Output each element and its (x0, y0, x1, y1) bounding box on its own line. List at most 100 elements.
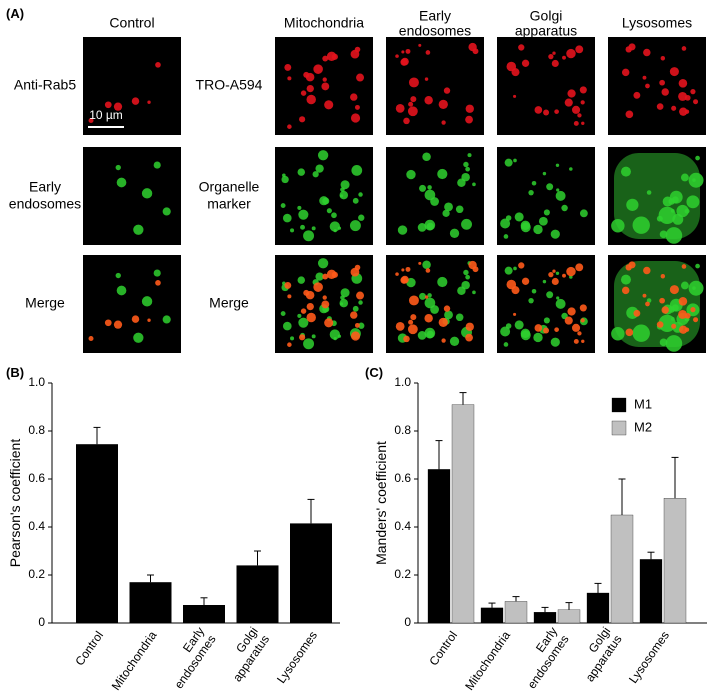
green-signal (298, 317, 309, 328)
red-signal (284, 63, 292, 71)
green-signal (133, 332, 144, 343)
green-signal (659, 338, 668, 347)
green-signal (611, 219, 625, 233)
red-signal (513, 94, 517, 98)
red-signal (408, 319, 414, 325)
micrograph (83, 147, 181, 245)
red-signal (299, 334, 306, 341)
bar (610, 514, 634, 624)
red-signal (410, 314, 417, 321)
green-signal (543, 209, 550, 216)
red-signal (395, 272, 399, 276)
bar (557, 609, 581, 624)
green-signal (417, 331, 427, 340)
red-signal (581, 339, 585, 343)
green-signal (500, 218, 511, 229)
green-signal (340, 288, 350, 298)
bar (236, 565, 279, 623)
red-signal (441, 120, 446, 125)
green-signal (339, 194, 344, 198)
red-signal (443, 305, 451, 312)
micrograph (497, 147, 595, 245)
red-signal (548, 271, 554, 278)
y-tick-label: 0.6 (394, 471, 411, 485)
y-tick-label: 1.0 (394, 375, 411, 389)
red-signal (350, 311, 358, 319)
red-signal (621, 68, 630, 77)
green-signal (437, 276, 448, 288)
red-signal (424, 77, 429, 81)
red-signal (633, 91, 641, 99)
green-signal (352, 197, 359, 204)
error-bar (147, 574, 154, 583)
red-signal (441, 338, 446, 343)
red-signal (287, 342, 292, 347)
green-signal (133, 224, 144, 235)
green-signal (550, 337, 560, 347)
micrograph (497, 37, 595, 135)
red-signal (554, 327, 559, 332)
red-signal (645, 83, 650, 89)
bar (533, 612, 557, 624)
row-label: Early endosomes (9, 178, 81, 211)
red-signal (324, 318, 334, 328)
green-signal (349, 220, 361, 232)
red-signal (564, 98, 573, 107)
bar (639, 559, 663, 624)
red-signal (506, 61, 517, 72)
green-signal (531, 288, 537, 294)
green-signal (670, 317, 675, 321)
y-axis-label: Pearson's coefficient (7, 439, 23, 568)
red-signal (88, 335, 94, 342)
green-signal (513, 266, 517, 271)
bar (76, 444, 118, 623)
red-signal (661, 88, 669, 96)
green-signal (427, 185, 432, 190)
red-signal (465, 104, 474, 113)
error-bar (594, 582, 602, 593)
red-signal (564, 316, 573, 325)
red-signal (551, 59, 559, 67)
green-signal (417, 223, 427, 232)
red-signal (306, 312, 316, 323)
red-signal (679, 107, 688, 116)
red-signal (131, 97, 140, 105)
green-signal (531, 180, 537, 186)
red-signal (403, 117, 410, 125)
green-signal (503, 342, 509, 347)
red-signal (438, 99, 448, 110)
green-signal (281, 175, 289, 184)
red-signal (581, 121, 585, 125)
green-signal (695, 155, 700, 161)
red-signal (562, 273, 566, 278)
green-signal (542, 171, 547, 176)
red-signal (571, 323, 581, 332)
green-signal (467, 153, 472, 158)
green-signal (331, 212, 337, 219)
red-signal (690, 88, 696, 95)
red-signal (543, 327, 550, 334)
green-signal (419, 184, 427, 192)
red-signal (424, 314, 433, 323)
green-signal (656, 215, 663, 222)
red-signal (287, 294, 292, 299)
green-signal (317, 150, 329, 161)
red-signal (513, 312, 517, 316)
red-signal (625, 46, 632, 53)
red-signal (669, 67, 679, 77)
x-tick-label: Earlyendosomes (513, 624, 572, 691)
red-signal (425, 50, 431, 55)
red-signal (575, 45, 584, 54)
green-signal (457, 286, 466, 295)
red-signal (656, 321, 664, 328)
red-signal (395, 103, 405, 113)
red-signal (643, 266, 651, 275)
green-signal (620, 166, 631, 177)
green-signal (555, 298, 566, 309)
green-signal (662, 196, 673, 207)
green-signal (579, 209, 588, 218)
red-signal (401, 268, 405, 272)
green-signal (463, 269, 469, 276)
green-signal (457, 178, 466, 187)
